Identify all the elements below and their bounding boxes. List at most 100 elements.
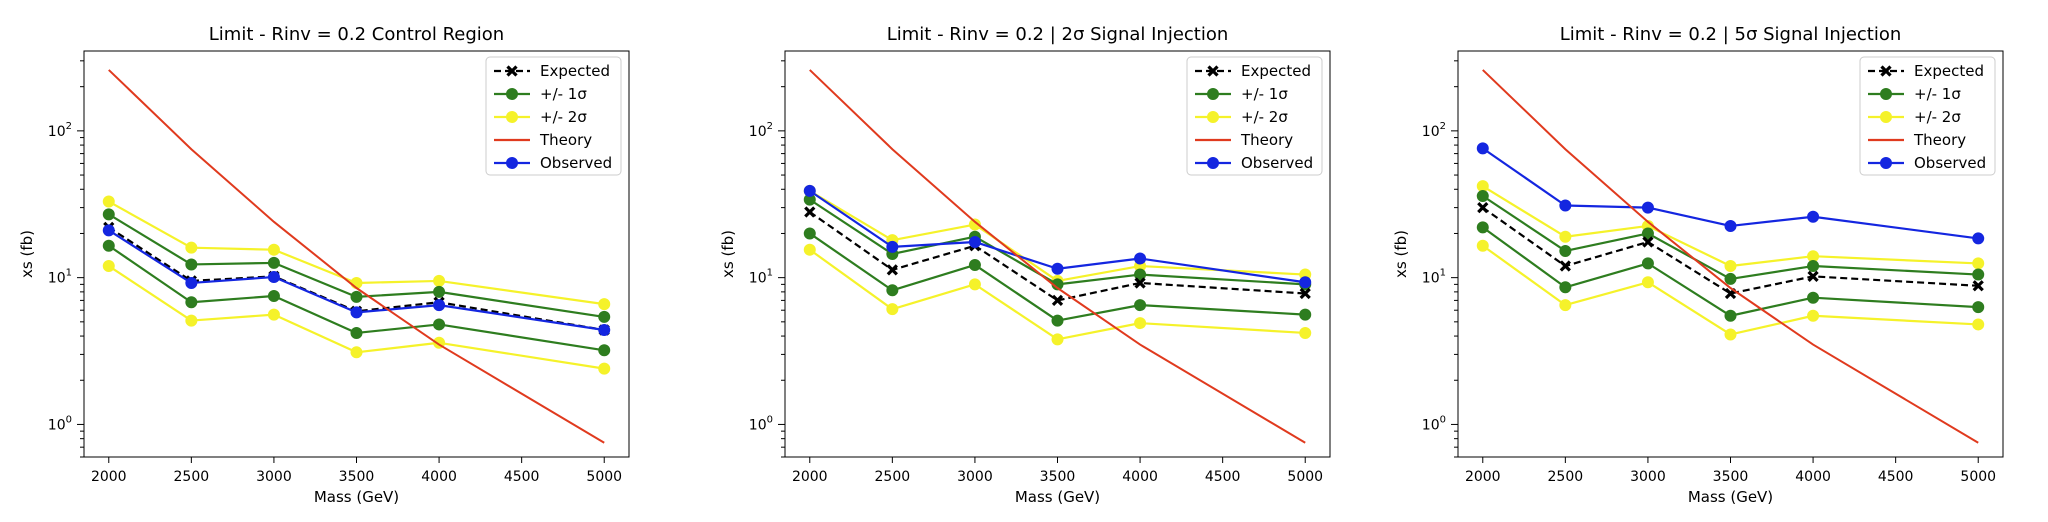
legend-label-expected: Expected (540, 62, 610, 80)
point-one_sigma (1559, 244, 1572, 257)
x-tick-label: 2000 (91, 469, 127, 485)
point-two_sigma (350, 346, 363, 359)
series-line-one_sigma-2 (809, 198, 1306, 286)
point-observed (968, 235, 981, 248)
point-one_sigma (598, 344, 611, 357)
x-tick-label: 5000 (1287, 469, 1323, 485)
point-observed (1724, 219, 1737, 232)
legend-marker-one_sigma (506, 88, 518, 100)
series-line-two_sigma-1 (1482, 244, 1979, 336)
y-tick-label: 102 (48, 121, 72, 140)
point-one_sigma (598, 310, 611, 323)
point-expected (1972, 280, 1984, 292)
point-one_sigma (1134, 268, 1147, 281)
point-two_sigma (1476, 239, 1489, 252)
y-tick-label: 101 (1422, 268, 1446, 287)
point-one_sigma (1807, 260, 1820, 273)
legend-marker-one_sigma (1880, 88, 1892, 100)
point-one_sigma (102, 239, 115, 252)
point-two_sigma (433, 274, 446, 287)
point-observed (1641, 201, 1654, 214)
point-expected (886, 264, 898, 276)
point-two_sigma (102, 195, 115, 208)
point-two_sigma (267, 308, 280, 321)
point-one_sigma (1724, 272, 1737, 285)
data-layer (1476, 69, 1985, 444)
legend-marker-observed (1880, 157, 1892, 169)
x-tick-label: 4000 (421, 469, 457, 485)
x-tick-label: 5000 (1960, 469, 1996, 485)
x-axis-label: Mass (GeV) (1688, 488, 1773, 506)
legend-marker-two_sigma (1880, 111, 1892, 123)
point-two_sigma (598, 298, 611, 311)
point-two_sigma (803, 243, 816, 256)
x-axis-label: Mass (GeV) (1015, 488, 1100, 506)
x-tick-label: 4500 (1878, 469, 1914, 485)
series-line-one_sigma-3 (108, 244, 605, 352)
point-two_sigma (185, 314, 198, 327)
legend-label-one_sigma: +/- 1σ (540, 85, 587, 103)
plot-frame (83, 50, 630, 458)
point-two_sigma (886, 303, 899, 316)
point-two_sigma (968, 218, 981, 231)
point-one_sigma (350, 290, 363, 303)
point-two_sigma (1051, 333, 1064, 346)
legend-label-observed: Observed (540, 154, 612, 172)
data-layer (803, 69, 1312, 444)
legend-label-expected: Expected (1241, 62, 1311, 80)
series-line-two_sigma-0 (809, 189, 1306, 283)
series-line-two_sigma-1 (108, 265, 605, 370)
point-two_sigma (267, 243, 280, 256)
theory-line (1482, 69, 1979, 444)
point-two_sigma (1299, 326, 1312, 339)
point-one_sigma (102, 208, 115, 221)
x-tick-label: 5000 (586, 469, 622, 485)
plot-frame (784, 50, 1331, 458)
point-one_sigma (267, 289, 280, 302)
point-two_sigma (1134, 317, 1147, 330)
y-axis-label: xs (fb) (18, 230, 36, 278)
theory-line (108, 69, 605, 444)
chart-panel-2: Limit - Rinv = 0.2 | 2σ Signal Injection… (719, 24, 1331, 506)
x-tick-label: 3500 (1040, 469, 1076, 485)
point-one_sigma (1724, 309, 1737, 322)
chart-panel-3: Limit - Rinv = 0.2 | 5σ Signal Injection… (1392, 24, 2004, 506)
legend-label-two_sigma: +/- 2σ (540, 108, 587, 126)
point-one_sigma (185, 296, 198, 309)
legend-label-observed: Observed (1914, 154, 1986, 172)
point-two_sigma (1724, 260, 1737, 273)
point-one_sigma (1641, 227, 1654, 240)
point-expected (1051, 294, 1064, 307)
legend-label-theory: Theory (1240, 131, 1293, 149)
point-expected (1559, 260, 1571, 272)
point-two_sigma (1807, 309, 1820, 322)
series-line-two_sigma-1 (809, 248, 1306, 341)
point-two_sigma (1972, 257, 1985, 270)
point-expected (1807, 270, 1819, 283)
point-one_sigma (185, 258, 198, 271)
point-expected (1642, 236, 1654, 248)
legend-marker-two_sigma (506, 111, 518, 123)
x-tick-label: 3000 (957, 469, 993, 485)
point-observed (1051, 262, 1064, 275)
series-line-expected-4 (1482, 206, 1979, 295)
point-observed (1476, 142, 1489, 155)
x-tick-label: 4000 (1122, 469, 1158, 485)
point-two_sigma (968, 278, 981, 291)
legend-marker-expected (506, 65, 518, 77)
y-axis-label: xs (fb) (719, 230, 737, 278)
y-tick-label: 102 (1422, 121, 1446, 140)
x-tick-label: 2000 (1465, 469, 1501, 485)
y-tick-label: 101 (48, 268, 72, 287)
point-observed (1134, 252, 1147, 265)
point-observed (433, 299, 446, 312)
legend: Expected +/- 1σ +/- 2σ Theory Observed (485, 56, 622, 176)
chart-panel-1: Limit - Rinv = 0.2 Control Region 100 101 1… (18, 24, 630, 506)
series-line-expected-4 (809, 211, 1306, 302)
point-one_sigma (1134, 299, 1147, 312)
legend-marker-two_sigma (1207, 111, 1219, 123)
point-two_sigma (1559, 299, 1572, 312)
data-layer (102, 69, 611, 444)
point-one_sigma (433, 285, 446, 298)
